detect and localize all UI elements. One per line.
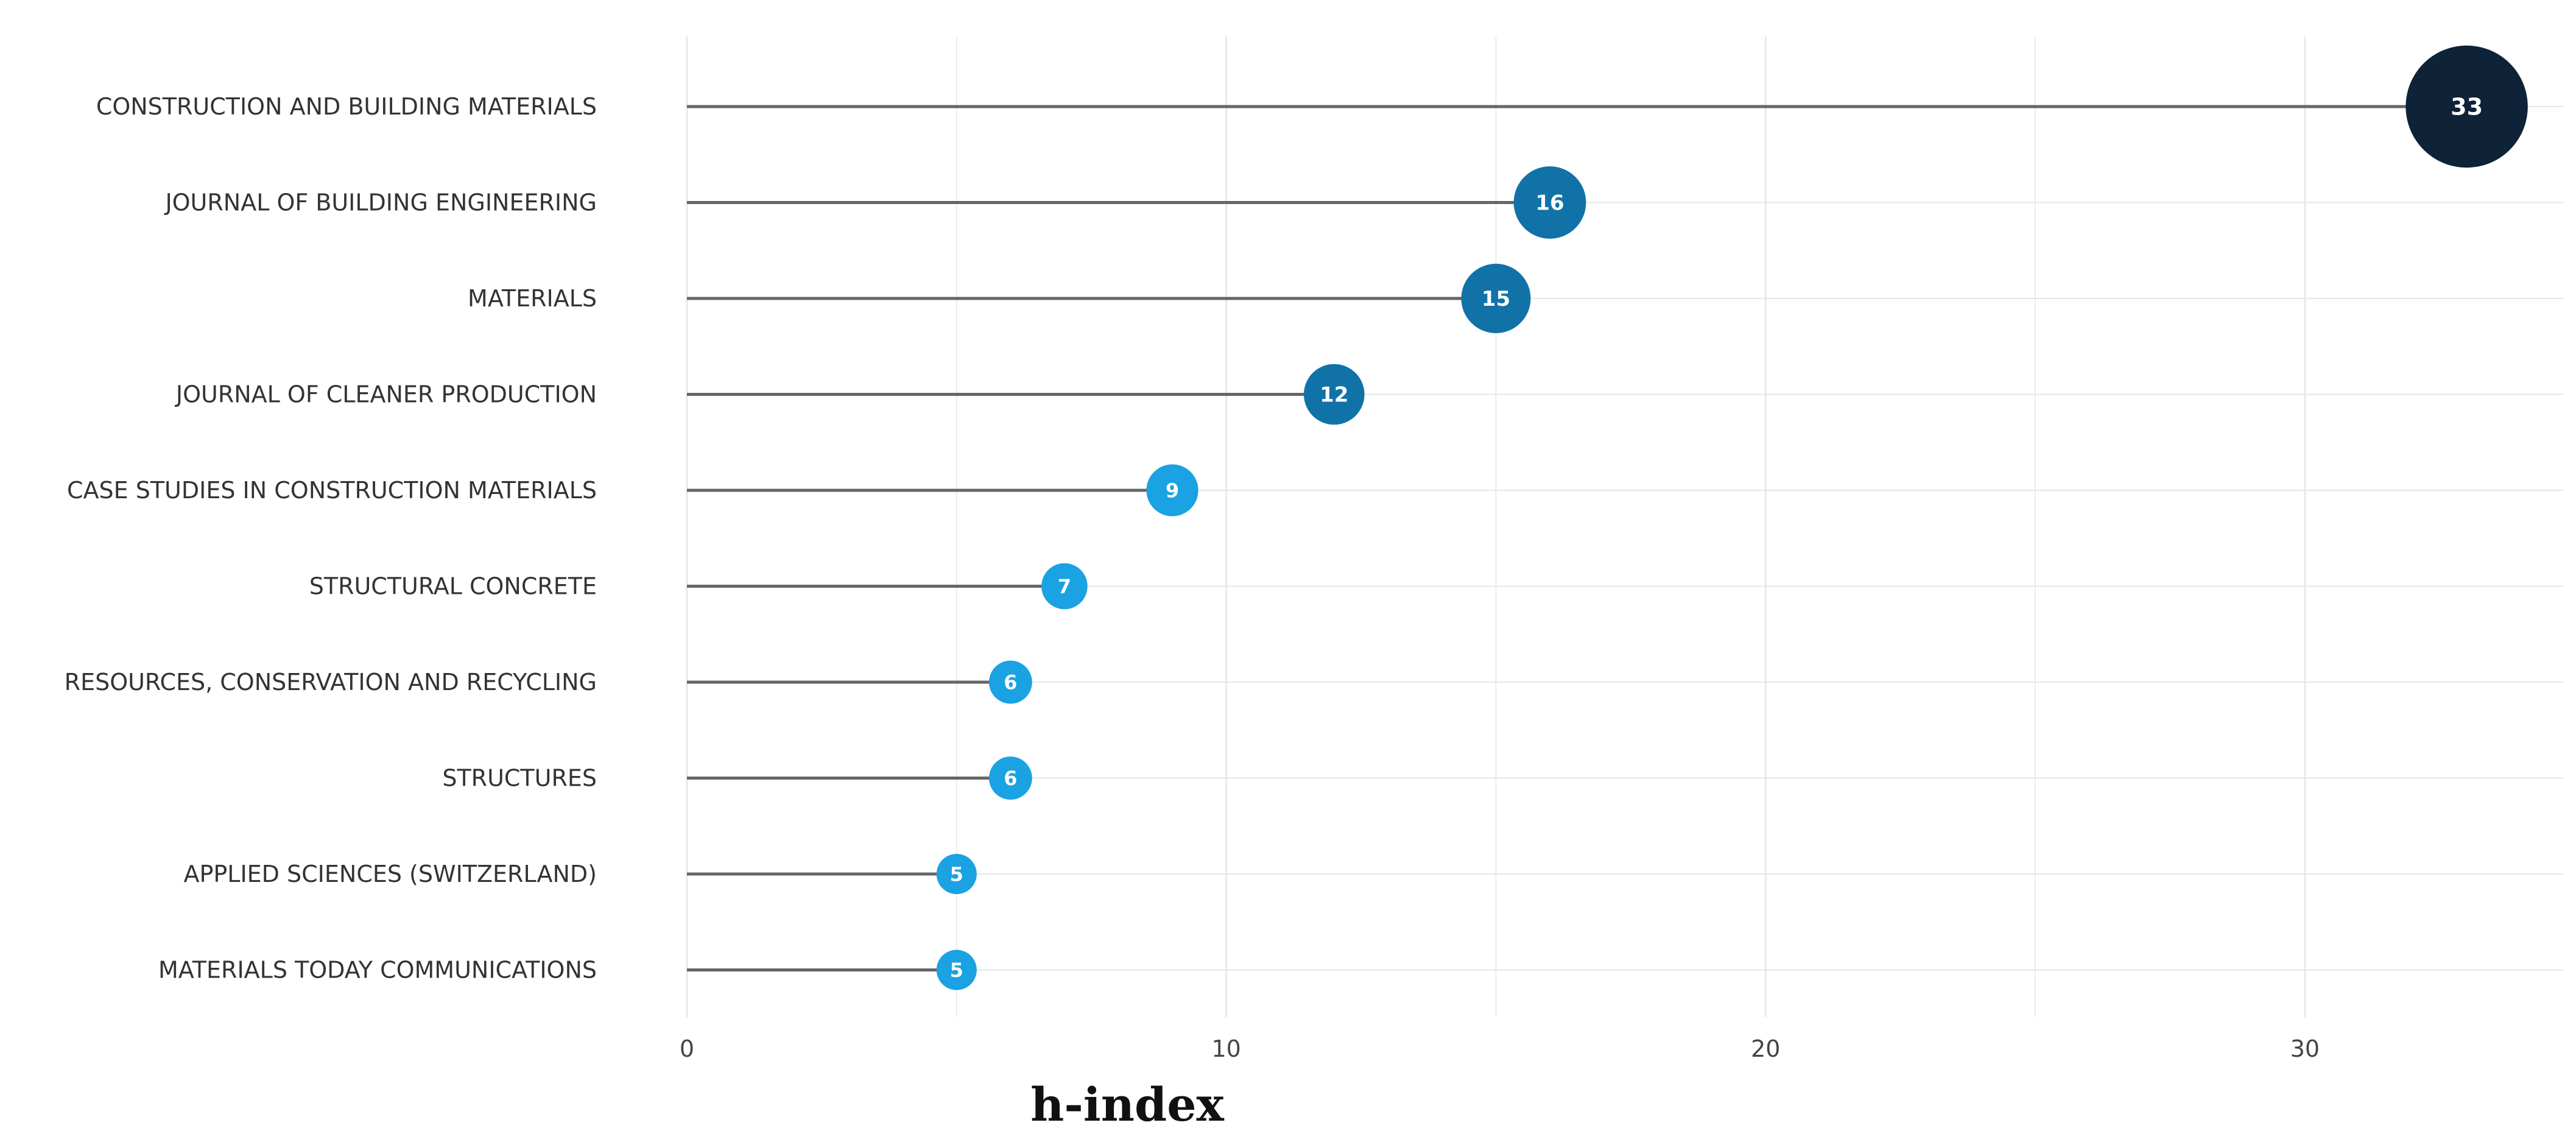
lollipop-dot [988,756,1032,800]
data-label: 6 [1004,767,1017,790]
x-tick-layer: 0 10 20 30 [680,1035,2320,1062]
category-label: STRUCTURES [442,765,597,792]
dot-layer: 33 16 15 12 9 7 6 6 5 5 [936,45,2528,990]
category-label-layer: CONSTRUCTION AND BUILDING MATERIALS JOURN… [65,93,597,984]
category-label: JOURNAL OF BUILDING ENGINEERING [164,189,597,216]
category-label: RESOURCES, CONSERVATION AND RECYCLING [65,669,597,696]
category-label: MATERIALS [468,285,597,312]
category-label: MATERIALS TODAY COMMUNICATIONS [158,957,597,984]
lollipop-dot [2405,45,2528,168]
data-label: 9 [1166,479,1179,502]
lollipop-dot [936,854,977,894]
category-label: APPLIED SCIENCES (SWITZERLAND) [183,861,597,887]
data-label: 5 [950,863,963,886]
data-label: 12 [1320,383,1348,407]
data-label: 6 [1004,671,1017,694]
data-label: 16 [1535,191,1564,216]
x-tick-label: 30 [2290,1035,2320,1062]
data-label: 5 [950,959,963,982]
category-label: STRUCTURAL CONCRETE [309,573,597,600]
lollipop-dot [1513,166,1586,239]
category-label: CONSTRUCTION AND BUILDING MATERIALS [96,93,597,120]
category-label: JOURNAL OF CLEANER PRODUCTION [175,381,597,408]
x-tick-label: 10 [1211,1035,1240,1062]
data-label: 33 [2451,94,2483,121]
lollipop-dot [1303,364,1365,425]
lollipop-dot [936,950,977,990]
lollipop-dot [1146,464,1198,516]
stem-layer [687,105,2467,971]
data-label: 15 [1482,287,1510,311]
lollipop-dot [1041,563,1088,610]
lollipop-dot [1461,264,1531,333]
x-tick-label: 20 [1751,1035,1780,1062]
lollipop-dot [988,660,1032,704]
category-label: CASE STUDIES IN CONSTRUCTION MATERIALS [67,477,597,504]
data-label: 7 [1058,575,1071,598]
x-axis-title: h-index [1030,1077,1224,1132]
x-tick-label: 0 [680,1035,694,1062]
